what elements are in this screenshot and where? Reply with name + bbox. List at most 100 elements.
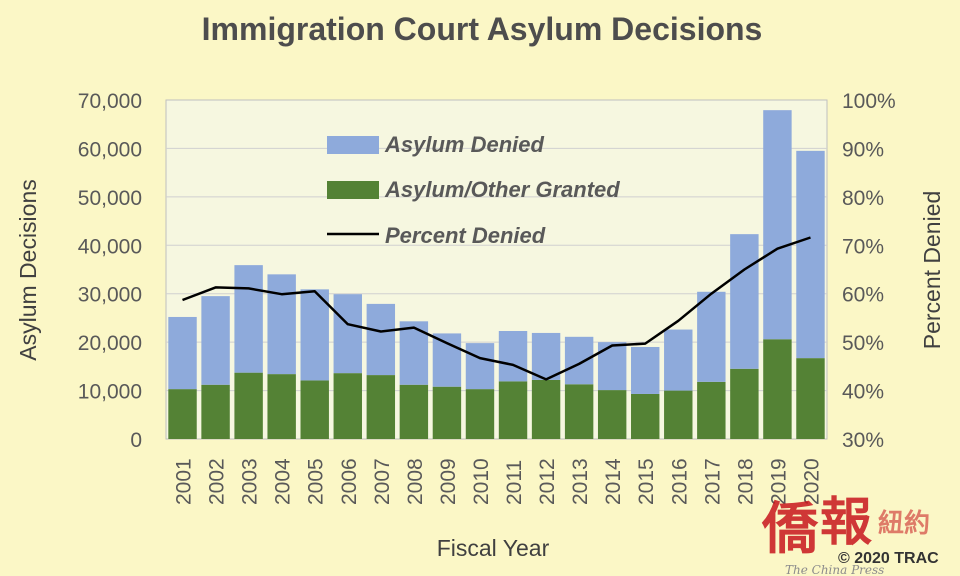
x-tick-label: 2001 (173, 458, 196, 505)
bar-denied (564, 336, 594, 385)
bar-denied (730, 234, 759, 369)
bar-denied (234, 265, 263, 373)
x-tick-label: 2017 (701, 458, 724, 505)
y2-tick-label: 100% (842, 90, 896, 113)
y2-tick-label: 60% (842, 284, 884, 307)
bar-granted (300, 380, 329, 439)
y-axis-title: Asylum Decisions (15, 179, 41, 361)
x-tick-label: 2016 (668, 458, 691, 505)
bar-denied (300, 289, 329, 381)
bar-denied (201, 296, 230, 385)
x-tick-label: 2011 (503, 460, 526, 505)
bar-denied (267, 274, 296, 375)
bar-granted (234, 372, 263, 439)
bar-denied (697, 291, 726, 382)
x-tick-label: 2010 (470, 458, 493, 505)
percent-denied-line (182, 236, 811, 381)
legend: Asylum Denied Asylum/Other Granted Perce… (327, 132, 620, 248)
bar-granted (366, 375, 396, 439)
bar-denied (333, 294, 362, 374)
legend-swatch-granted (327, 181, 379, 199)
bar-granted (432, 386, 462, 439)
y-tick-label: 60,000 (78, 138, 142, 161)
x-tick-label: 2013 (569, 458, 592, 505)
watermark-tagline: The China Press (785, 563, 884, 576)
bar-denied (631, 346, 660, 394)
bar-granted (333, 373, 362, 439)
bar-denied (465, 343, 495, 390)
bar-denied (168, 316, 197, 390)
bar-granted (267, 374, 296, 439)
bar-denied (531, 332, 561, 380)
x-axis-ticks: 2001 2002 2003 2004 2005 2006 2007 2008 2009 2010… (173, 458, 824, 505)
bar-granted (697, 381, 726, 439)
bar-granted (597, 390, 627, 439)
x-tick-label: 2002 (206, 458, 229, 505)
bar-granted (168, 389, 197, 439)
y-axis-ticks: 0 10,000 20,000 30,000 40,000 50,000 60,000 70,… (78, 90, 142, 452)
bars (168, 110, 825, 439)
x-tick-label: 2004 (272, 458, 295, 505)
bar-denied (399, 321, 429, 385)
y2-tick-label: 40% (842, 381, 884, 404)
x-tick-label: 2020 (800, 458, 823, 505)
bar-granted (498, 381, 528, 439)
x-tick-label: 2019 (767, 458, 790, 505)
y2-tick-label: 50% (842, 332, 884, 355)
bar-granted (531, 379, 561, 439)
y-tick-label: 70,000 (78, 90, 142, 113)
bar-denied (664, 329, 693, 391)
bar-granted (796, 358, 825, 439)
legend-swatch-denied (327, 136, 379, 154)
watermark-logo-suffix: 紐約 (878, 508, 930, 539)
x-tick-label: 2014 (602, 458, 625, 505)
bar-denied (498, 331, 528, 382)
bar-granted (763, 339, 792, 439)
y2-axis-ticks: 30% 40% 50% 60% 70% 80% 90% 100% (842, 90, 896, 452)
bar-denied (432, 333, 462, 387)
watermark-logo-char-1: 僑 (761, 496, 819, 562)
chart-title: Immigration Court Asylum Decisions (202, 11, 763, 47)
y2-tick-label: 30% (842, 429, 884, 452)
x-tick-label: 2005 (305, 458, 328, 505)
bar-granted (631, 393, 660, 439)
x-tick-label: 2008 (404, 458, 427, 505)
bar-granted (664, 390, 693, 439)
y2-tick-label: 90% (842, 138, 884, 161)
bar-granted (465, 389, 495, 439)
y2-tick-label: 70% (842, 235, 884, 258)
legend-label-percent: Percent Denied (385, 223, 546, 248)
y-tick-label: 0 (130, 429, 142, 452)
watermark-logo-char-2: 報 (820, 492, 872, 553)
y2-tick-label: 80% (842, 187, 884, 210)
bar-denied (763, 110, 792, 340)
bar-granted (564, 384, 594, 439)
bar-denied (597, 342, 627, 391)
x-axis-title: Fiscal Year (437, 535, 550, 561)
watermark-copyright: © 2020 TRAC (838, 550, 939, 567)
x-tick-label: 2007 (371, 458, 394, 505)
x-tick-label: 2009 (437, 458, 460, 505)
y-tick-label: 20,000 (78, 332, 142, 355)
bar-granted (201, 384, 230, 439)
watermark: 僑 報 紐約 © 2020 TRAC The China Press (761, 492, 939, 576)
y-tick-label: 10,000 (78, 381, 142, 404)
percent-line-layer (182, 236, 811, 381)
x-tick-label: 2012 (536, 458, 559, 505)
y-tick-label: 50,000 (78, 187, 142, 210)
bar-denied (796, 150, 825, 359)
bar-granted (399, 384, 429, 439)
bar-granted (730, 368, 759, 439)
bar-denied (366, 303, 396, 376)
x-tick-label: 2003 (239, 458, 262, 505)
legend-label-granted: Asylum/Other Granted (384, 177, 620, 202)
y-tick-label: 40,000 (78, 235, 142, 258)
x-tick-label: 2006 (338, 458, 361, 505)
x-tick-label: 2015 (635, 458, 658, 505)
y2-axis-title: Percent Denied (919, 191, 945, 350)
y-tick-label: 30,000 (78, 284, 142, 307)
legend-label-denied: Asylum Denied (384, 132, 544, 157)
x-tick-label: 2018 (734, 458, 757, 505)
